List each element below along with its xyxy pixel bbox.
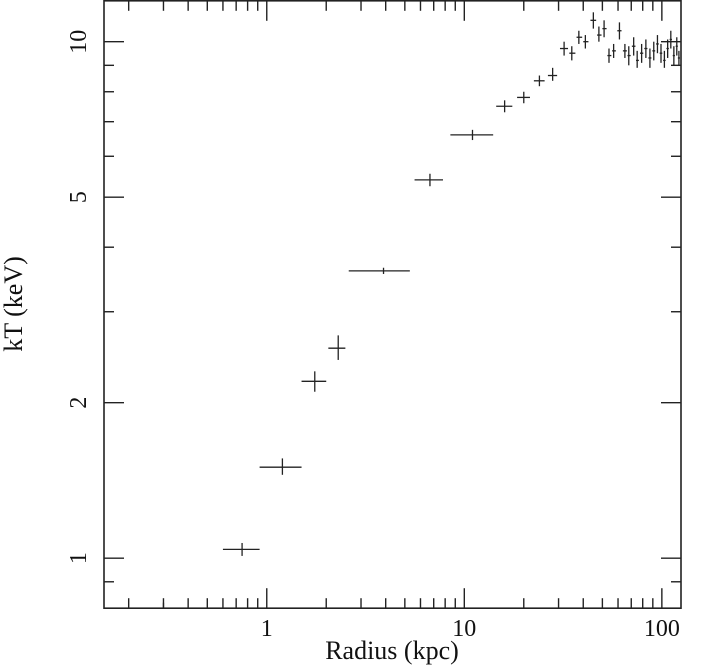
data-point	[617, 22, 622, 40]
data-point	[576, 30, 583, 44]
y-axis-title: kT (keV)	[0, 256, 28, 352]
data-point	[533, 75, 545, 87]
data-point	[547, 67, 558, 81]
data-point	[675, 37, 678, 56]
data-point	[669, 30, 672, 49]
x-tick-label: 1	[261, 616, 273, 642]
data-point	[636, 50, 639, 68]
data-point	[656, 35, 659, 54]
data-point	[627, 46, 631, 66]
x-tick-label: 10	[452, 616, 476, 642]
data-point	[607, 48, 612, 63]
data-point	[631, 37, 636, 56]
y-tick-label: 10	[66, 30, 92, 54]
data-point	[659, 43, 663, 63]
data-point	[104, 602, 223, 609]
data-point	[666, 39, 669, 58]
data-point	[590, 12, 597, 29]
data-point	[644, 39, 648, 58]
data-points	[104, 12, 680, 609]
data-point	[612, 43, 616, 58]
data-point	[414, 173, 443, 187]
data-point	[559, 41, 569, 56]
data-point	[602, 20, 607, 38]
x-axis-title: Radius (kpc)	[325, 636, 459, 665]
major-ticks	[104, 0, 681, 609]
data-point	[663, 50, 666, 68]
data-point	[639, 43, 644, 63]
data-point	[328, 335, 346, 360]
data-point	[450, 129, 494, 141]
plot-frame	[103, 0, 682, 610]
data-point	[672, 46, 675, 66]
data-point	[301, 371, 327, 392]
y-tick-labels: 1 2 5 10	[66, 30, 92, 564]
x-tick-labels: 1 10 100	[261, 616, 680, 642]
y-tick-label: 2	[66, 397, 92, 409]
data-point	[222, 542, 260, 556]
y-tick-label: 1	[66, 552, 92, 564]
data-point	[583, 35, 589, 49]
minor-ticks	[104, 0, 681, 609]
data-point	[597, 26, 602, 42]
y-tick-label: 5	[66, 191, 92, 203]
data-point	[622, 43, 627, 58]
data-point	[569, 46, 576, 61]
data-point	[648, 48, 652, 68]
data-point	[348, 267, 410, 274]
data-point	[677, 50, 680, 66]
x-tick-label: 100	[644, 616, 680, 642]
data-point	[652, 41, 656, 61]
data-point	[496, 100, 513, 113]
data-point	[517, 91, 530, 104]
data-point	[259, 458, 302, 475]
